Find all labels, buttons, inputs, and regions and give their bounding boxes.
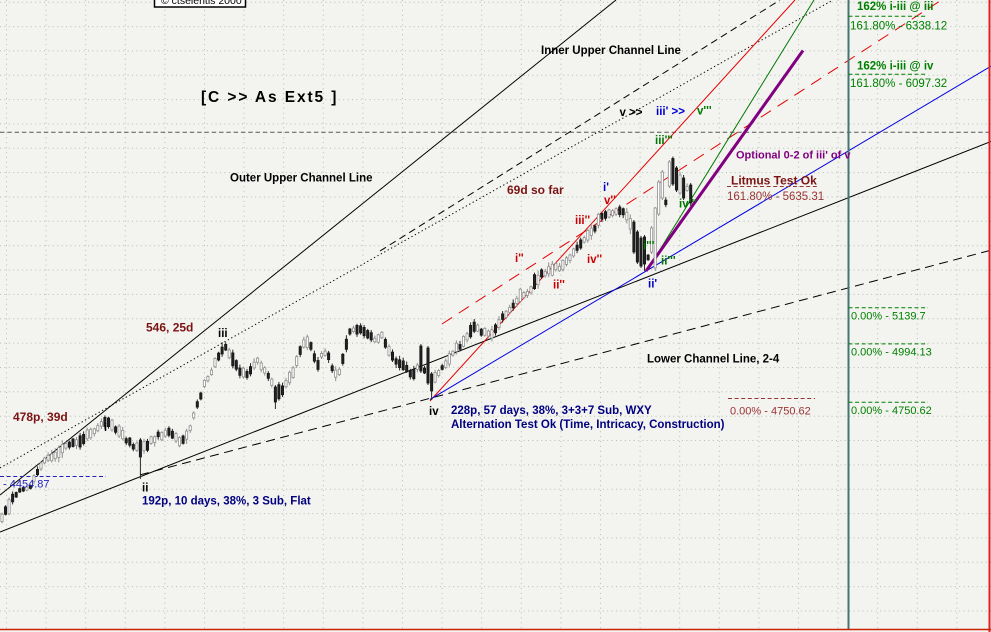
svg-text:v''': v''' bbox=[697, 106, 712, 118]
svg-text:Alternation Test Ok (Time, Int: Alternation Test Ok (Time, Intricacy, Co… bbox=[451, 419, 725, 431]
svg-text:ii': ii' bbox=[648, 279, 657, 291]
svg-text:69d so far: 69d so far bbox=[507, 183, 564, 197]
svg-text:162% i-iii @ iii: 162% i-iii @ iii bbox=[857, 1, 933, 13]
svg-text:161.80% - 6097.32: 161.80% - 6097.32 bbox=[850, 78, 947, 90]
svg-text:- 4454.87: - 4454.87 bbox=[3, 479, 49, 491]
svg-text:i': i' bbox=[603, 182, 609, 194]
svg-text:iii'': iii'' bbox=[575, 215, 590, 227]
svg-text:Lower Channel Line, 2-4: Lower Channel Line, 2-4 bbox=[647, 354, 780, 366]
svg-text:Litmus Test Ok: Litmus Test Ok bbox=[731, 173, 817, 187]
svg-text:iii''': iii''' bbox=[655, 135, 673, 147]
svg-text:478p, 39d: 478p, 39d bbox=[13, 410, 68, 424]
svg-text:0.00% - 5139.7: 0.00% - 5139.7 bbox=[851, 311, 926, 323]
svg-text:iv'': iv'' bbox=[587, 254, 602, 266]
svg-text:iv''': iv''' bbox=[679, 199, 697, 211]
svg-text:iii: iii bbox=[218, 328, 228, 340]
svg-text:0.00% - 4750.62: 0.00% - 4750.62 bbox=[730, 406, 811, 418]
svg-text:161.80% - 5635.31: 161.80% - 5635.31 bbox=[727, 191, 824, 203]
svg-text:i: i bbox=[104, 422, 107, 434]
svg-text:[C >> As Ext5 ]: [C >> As Ext5 ] bbox=[201, 89, 338, 106]
svg-text:v'': v'' bbox=[604, 195, 616, 207]
svg-text:ii''': ii''' bbox=[661, 256, 676, 268]
svg-text:192p, 10 days, 38%, 3 Sub, Fla: 192p, 10 days, 38%, 3 Sub, Flat bbox=[142, 496, 311, 508]
svg-text:0.00% - 4750.62: 0.00% - 4750.62 bbox=[851, 405, 932, 417]
svg-text:iii' >>: iii' >> bbox=[656, 106, 685, 118]
svg-text:162% i-iii @ iv: 162% i-iii @ iv bbox=[857, 61, 934, 73]
svg-text:ii'': ii'' bbox=[553, 280, 565, 292]
svg-text:Outer Upper Channel Line: Outer Upper Channel Line bbox=[230, 173, 373, 185]
svg-text:0.00% - 4994.13: 0.00% - 4994.13 bbox=[851, 347, 932, 359]
svg-text:i'': i'' bbox=[515, 253, 524, 265]
svg-text:Inner Upper Channel Line: Inner Upper Channel Line bbox=[541, 45, 681, 57]
svg-text:© ctselentis 2000: © ctselentis 2000 bbox=[161, 0, 242, 7]
svg-text:i''': i''' bbox=[643, 241, 655, 253]
svg-text:228p, 57 days, 38%, 3+3+7 Sub: 228p, 57 days, 38%, 3+3+7 Sub, WXY bbox=[451, 405, 652, 417]
svg-text:546, 25d: 546, 25d bbox=[146, 320, 193, 334]
svg-text:ii: ii bbox=[142, 483, 148, 495]
svg-text:Optional 0-2 of iii' of v: Optional 0-2 of iii' of v bbox=[736, 150, 851, 162]
svg-text:v >>: v >> bbox=[620, 107, 643, 119]
svg-text:iv: iv bbox=[429, 406, 439, 418]
svg-text:161.80% - 6338.12: 161.80% - 6338.12 bbox=[850, 21, 947, 33]
